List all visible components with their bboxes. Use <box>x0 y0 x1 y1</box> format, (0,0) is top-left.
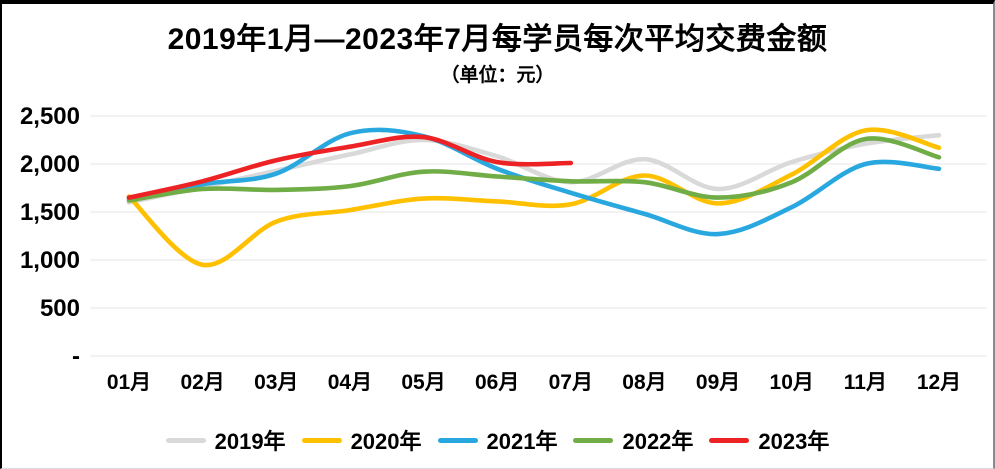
series-line-2023年 <box>126 134 574 200</box>
chart-legend: 2019年 2020年 2021年 2022年 2023年 <box>2 424 993 456</box>
legend-label: 2022年 <box>622 429 694 454</box>
legend-item-2023年[interactable]: 2023年 <box>709 424 829 456</box>
x-tick-label: 01月 <box>107 371 151 394</box>
x-tick-label: 02月 <box>180 371 224 394</box>
legend-item-2022年[interactable]: 2022年 <box>573 424 693 456</box>
legend-swatch-icon <box>301 437 342 443</box>
x-tick-label: 06月 <box>475 371 519 394</box>
y-tick-label: 1,500 <box>20 199 80 226</box>
y-tick-label: 2,000 <box>20 151 80 178</box>
legend-item-2021年[interactable]: 2021年 <box>437 424 558 456</box>
legend-label: 2019年 <box>214 429 286 454</box>
x-tick-label: 03月 <box>254 371 298 394</box>
x-tick-label: 11月 <box>844 371 887 394</box>
plot-area: 2,500 2,000 1,500 1,000 500 - 01月 02月 03月 04月 05月 0… <box>20 103 987 394</box>
x-tick-label: 08月 <box>622 371 666 394</box>
y-tick-label: 500 <box>40 295 80 322</box>
y-tick-label: - <box>72 343 80 370</box>
legend-swatch-icon <box>709 437 750 443</box>
x-tick-label: 04月 <box>328 371 372 394</box>
x-tick-label: 07月 <box>549 371 593 394</box>
chart-subtitle: （单位：元） <box>440 65 555 86</box>
legend-label: 2023年 <box>758 429 830 454</box>
legend-swatch-icon <box>165 437 206 443</box>
x-tick-label: 12月 <box>917 371 961 394</box>
series-line-2021年 <box>126 127 942 237</box>
legend-item-2020年[interactable]: 2020年 <box>301 424 422 456</box>
x-tick-label: 10月 <box>770 371 814 394</box>
legend-label: 2021年 <box>486 429 558 454</box>
series-line-2022年 <box>126 136 942 203</box>
legend-swatch-icon <box>437 437 478 443</box>
chart-title: 2019年1月—2023年7月每学员每次平均交费金额 <box>167 23 828 56</box>
legend-swatch-icon <box>573 437 614 443</box>
series-line-2020年 <box>126 127 942 268</box>
legend-item-2019年[interactable]: 2019年 <box>165 424 286 456</box>
x-tick-label: 09月 <box>696 371 740 394</box>
legend-label: 2020年 <box>350 429 422 454</box>
x-tick-label: 05月 <box>401 371 445 394</box>
series-line-2019年 <box>126 132 942 205</box>
y-tick-label: 1,000 <box>20 247 80 274</box>
y-tick-label: 2,500 <box>20 103 80 130</box>
